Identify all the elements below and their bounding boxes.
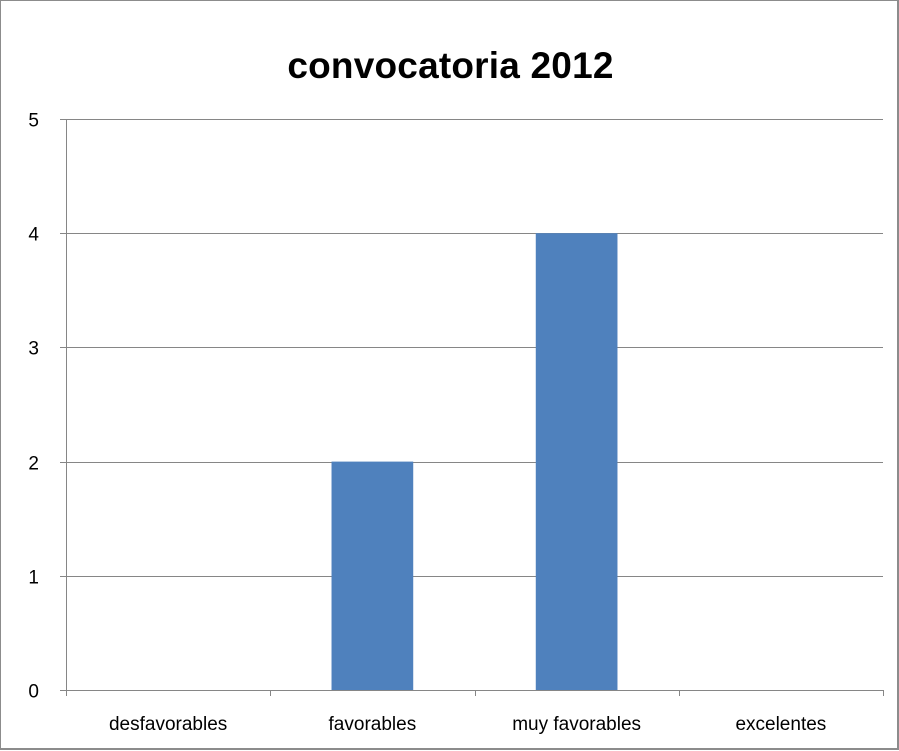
y-tick-label: 1 [28, 568, 39, 589]
x-tick-label: excelentes [735, 714, 826, 735]
y-tick-label: 2 [28, 454, 39, 475]
y-tick-label: 4 [28, 225, 39, 246]
bar-muy-favorables [535, 233, 618, 690]
y-tick-label: 5 [28, 111, 39, 132]
chart-title: convocatoria 2012 [287, 45, 614, 86]
bar-favorables [331, 461, 414, 690]
y-tick-label: 3 [28, 339, 39, 360]
x-tick-label: muy favorables [512, 714, 641, 735]
x-tick-label: favorables [329, 714, 417, 735]
x-tick-label: desfavorables [109, 714, 227, 735]
y-tick-label: 0 [28, 682, 39, 703]
